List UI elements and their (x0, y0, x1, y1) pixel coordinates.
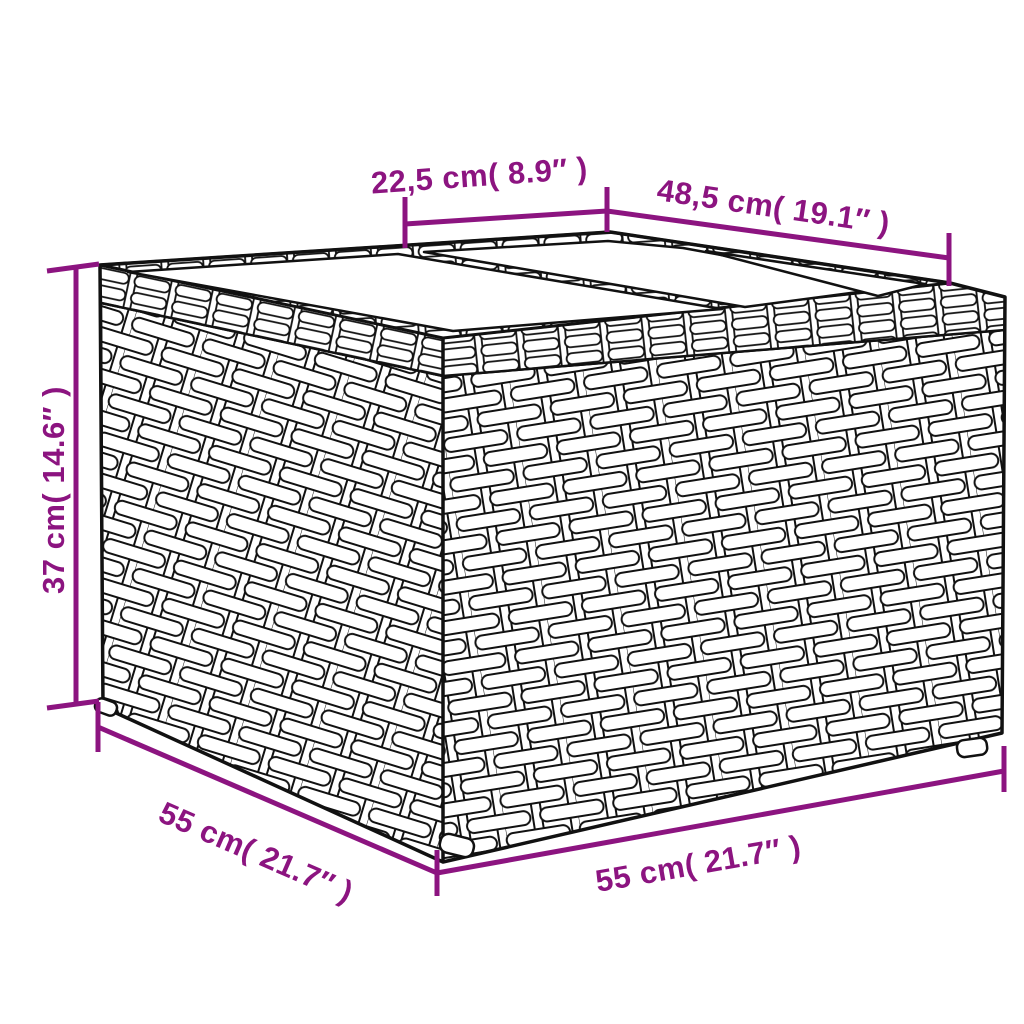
dim-label-top-left-edge: 22,5 cm( 8.9″ ) (370, 150, 589, 200)
glass-panel-right (704, 249, 927, 298)
wicker-left-face (99, 301, 445, 864)
table-outline (98, 230, 1007, 864)
dim-line (436, 768, 1005, 876)
dim-top-right-edge (606, 208, 952, 286)
dim-label-height: 37 cm( 14.6″ ) (36, 386, 71, 594)
dim-line (404, 208, 608, 227)
dim-line (97, 724, 438, 876)
dim-height (46, 261, 100, 711)
dim-tick (46, 261, 100, 274)
glass-panel-left (126, 252, 724, 333)
dim-line (606, 208, 950, 261)
dim-top-left-edge (402, 187, 610, 248)
table-feet (93, 697, 989, 859)
dim-width (436, 746, 1007, 876)
foot-right (955, 736, 989, 759)
foot-front (438, 832, 476, 859)
dim-label-depth: 55 cm( 21.7″ ) (154, 795, 359, 910)
table-illustration (93, 230, 1007, 864)
dim-label-top-right-edge: 48,5 cm( 19.1″ ) (655, 172, 892, 241)
dim-tick (46, 698, 100, 711)
dimension-annotations (46, 187, 1007, 896)
tabletop-glass-panels (126, 239, 927, 333)
wicker-right-face (441, 328, 1007, 864)
